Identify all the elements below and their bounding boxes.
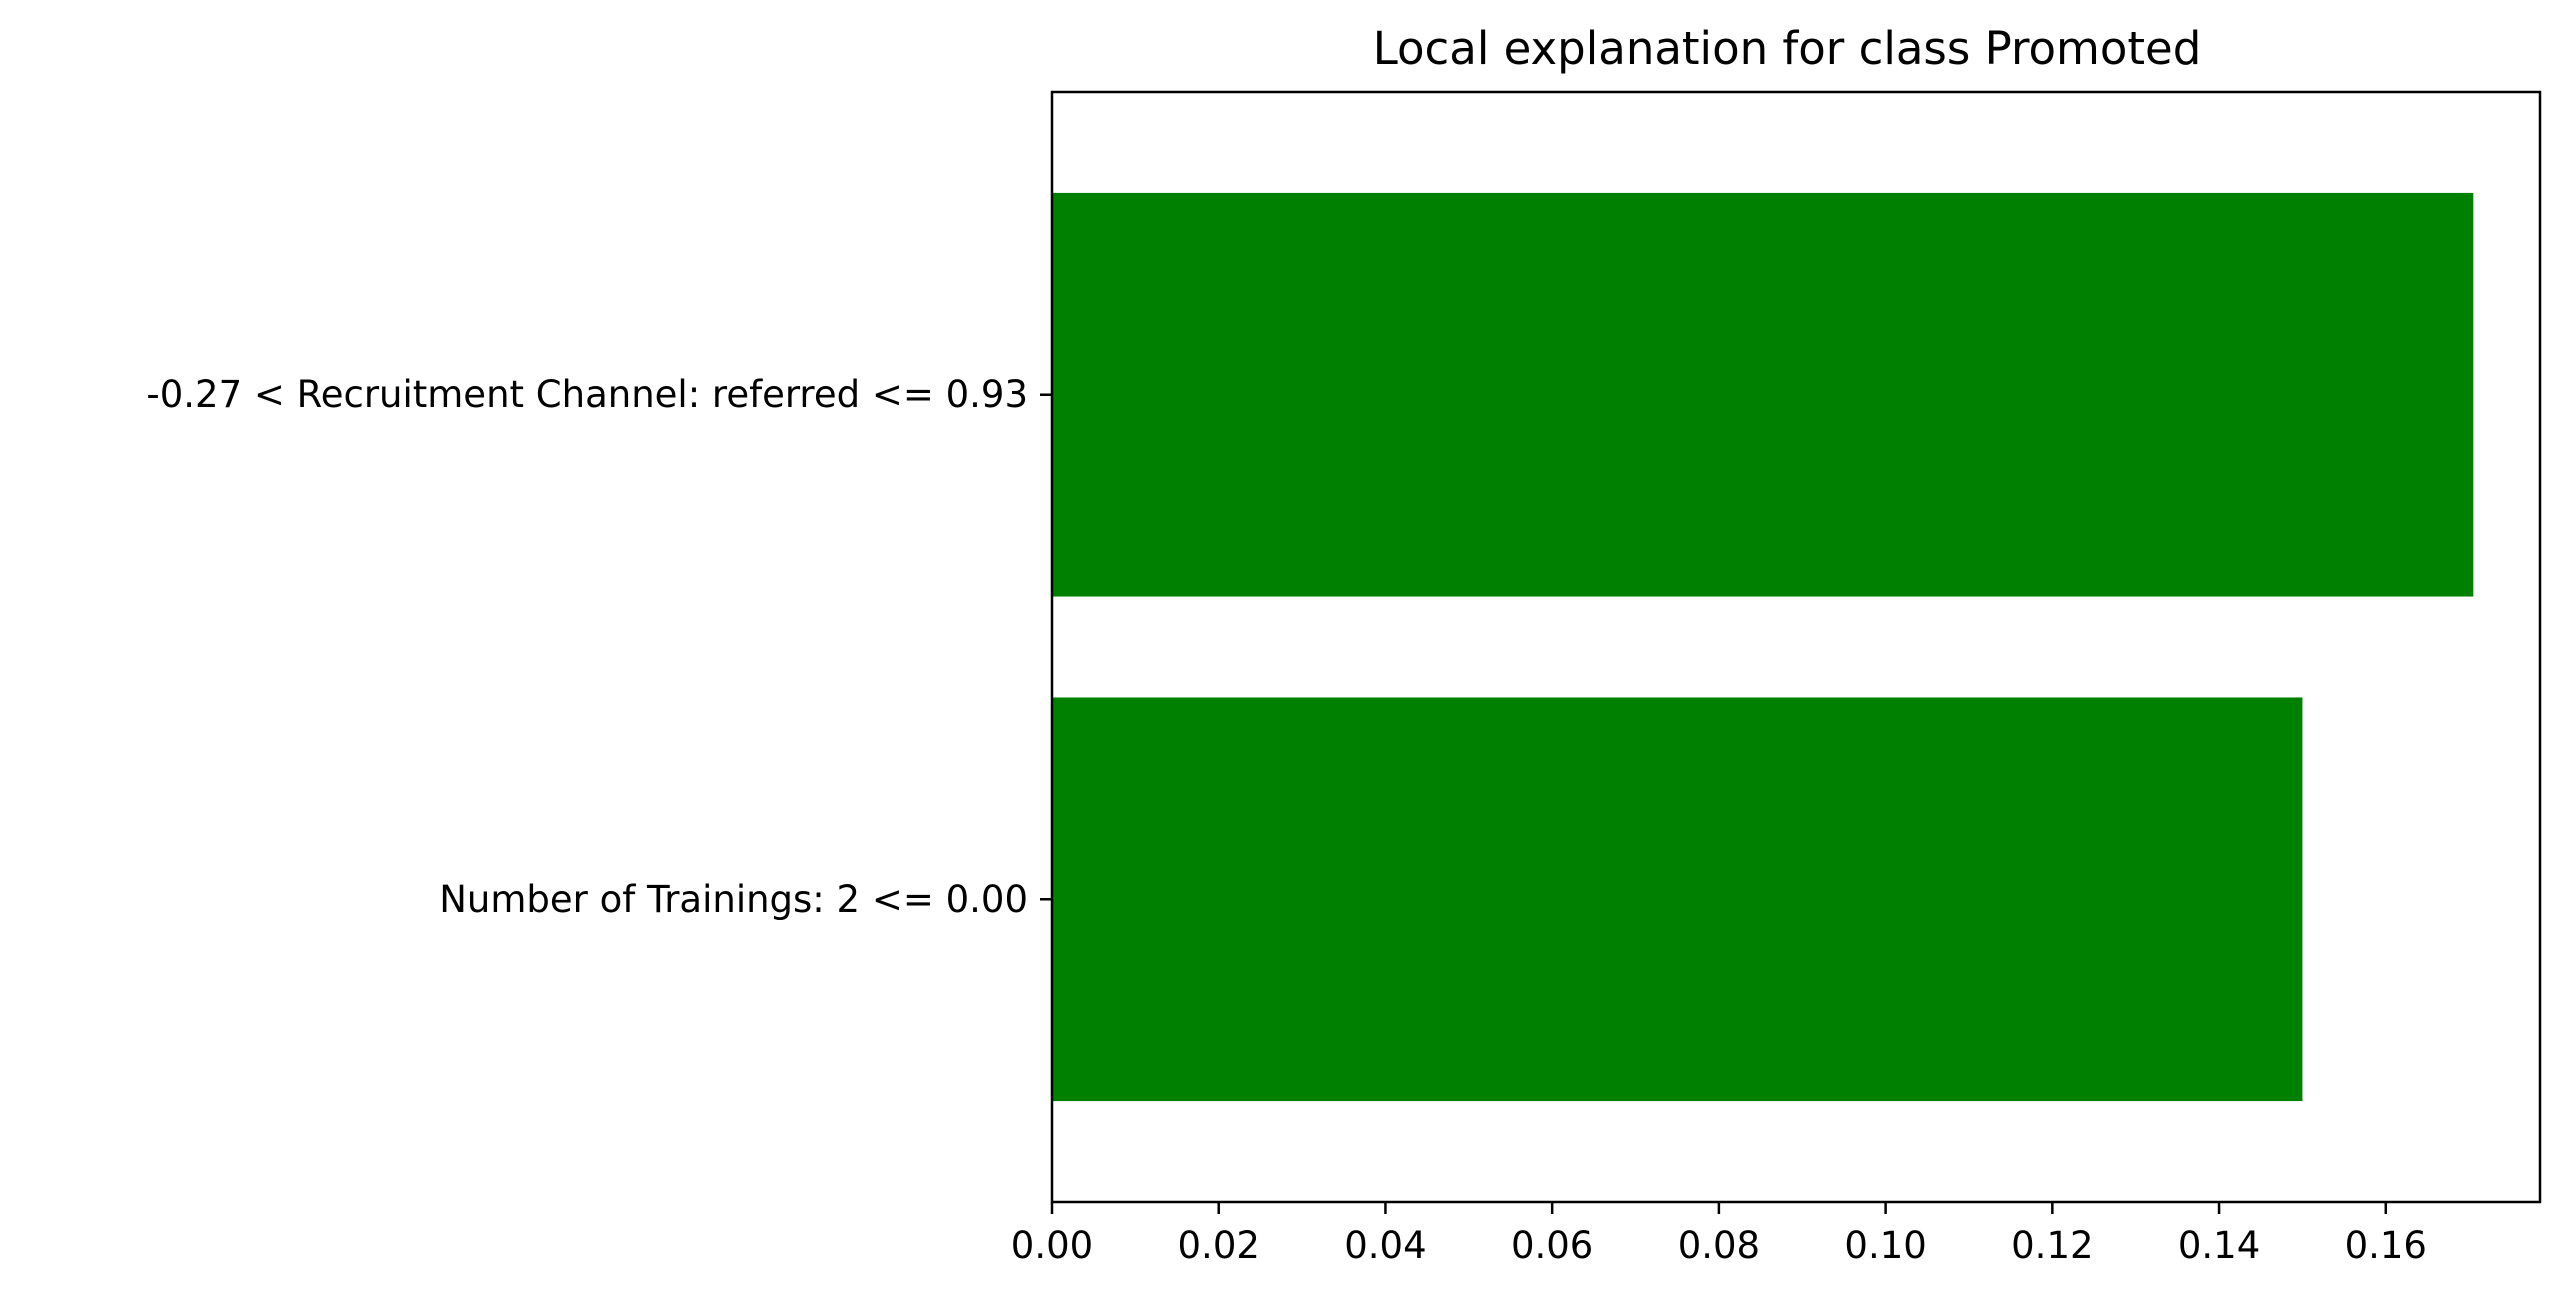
x-tick-label-2: 0.02 [1178,1224,1260,1267]
chart-title: Local explanation for class Promoted [1373,22,2202,75]
x-tick-label-9: 0.16 [2345,1224,2427,1267]
x-tick-label-3: 0.04 [1344,1224,1426,1267]
x-tick-label-7: 0.12 [2011,1224,2093,1267]
x-tick-label-1: 0.00 [1011,1224,1093,1267]
x-tick-label-6: 0.10 [1844,1224,1926,1267]
plot-frame [1050,90,2542,1204]
x-tick-label-8: 0.14 [2178,1224,2260,1267]
y-tick-label-1: -0.27 < Recruitment Channel: referred <=… [146,373,1028,416]
bar-2 [1052,697,2303,1102]
x-tick-label-4: 0.06 [1511,1224,1593,1267]
y-tick-label-2: Number of Trainings: 2 <= 0.00 [439,878,1028,921]
bar-1 [1052,192,2474,597]
ticks-layer: -0.27 < Recruitment Channel: referred <=… [146,373,2427,1267]
bars-layer [1052,192,2474,1102]
x-tick-label-5: 0.08 [1678,1224,1760,1267]
